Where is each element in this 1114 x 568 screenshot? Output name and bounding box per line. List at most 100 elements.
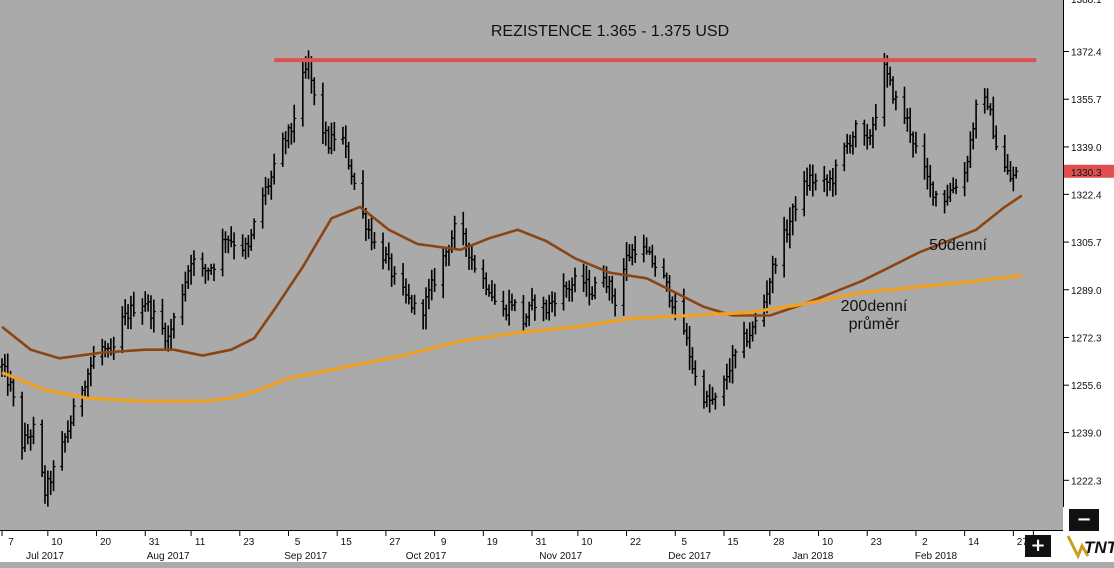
price-bar: [83, 380, 88, 397]
price-bar: [183, 271, 188, 302]
price-bar: [42, 465, 47, 504]
price-bar: [948, 182, 953, 202]
price-bar: [827, 170, 832, 191]
price-bar: [332, 121, 337, 152]
price-bar: [366, 219, 371, 240]
tnt-logo: TNT: [1062, 532, 1114, 560]
x-day-label: 10: [822, 537, 834, 548]
price-bar: [249, 229, 254, 251]
price-bar: [587, 269, 592, 306]
x-day-label: 14: [968, 537, 980, 548]
price-bar: [269, 170, 274, 200]
price-bar: [209, 263, 214, 275]
price-bar: [292, 104, 297, 143]
chart-plot-area[interactable]: REZISTENCE 1.365 - 1.375 USD 50denní 200…: [0, 0, 1063, 530]
price-bar: [22, 422, 27, 452]
price-bar: [888, 66, 893, 86]
price-bar: [607, 275, 612, 301]
zoom-in-button[interactable]: +: [1025, 535, 1051, 557]
price-chart: REZISTENCE 1.365 - 1.375 USD 50denní 200…: [0, 23, 1037, 507]
price-bar: [111, 336, 116, 360]
price-bar: [412, 294, 417, 315]
price-bar: [406, 283, 411, 305]
price-bar: [842, 142, 847, 172]
x-day-label: 22: [630, 537, 642, 548]
price-bar: [873, 104, 878, 131]
price-bar: [733, 348, 738, 369]
price-bar: [807, 164, 812, 191]
y-tick-label: 1222.3: [1071, 476, 1102, 487]
price-bar: [461, 211, 466, 246]
price-axis[interactable]: 1372.4 1355.7 1339.0 1322.4 1305.7 1289.0 1272…: [1063, 0, 1114, 530]
price-bar: [71, 398, 76, 426]
price-bar: [85, 368, 90, 399]
price-bar: [567, 280, 572, 302]
price-bar: [787, 207, 792, 249]
price-bar: [530, 287, 535, 311]
date-axis[interactable]: 710203111235152791931102251528102321427M…: [0, 530, 1063, 562]
price-bar: [1005, 154, 1010, 175]
price-bar: [432, 268, 437, 292]
logo-text: TNT: [1084, 538, 1114, 557]
price-bar: [684, 322, 689, 346]
price-bar: [306, 50, 311, 80]
price-bar: [289, 122, 294, 145]
price-bar: [206, 267, 211, 281]
price-bar: [893, 90, 898, 111]
price-bar: [911, 131, 916, 158]
price-bar: [343, 125, 348, 159]
y-tick-label: 1239.0: [1071, 429, 1102, 440]
x-month-label: Feb 2018: [915, 551, 958, 562]
x-month-label: Jan 2018: [792, 551, 834, 562]
price-bar: [369, 217, 374, 251]
price-bar: [381, 232, 386, 270]
price-bar: [148, 295, 153, 330]
y-tick-label: 1372.4: [1071, 48, 1102, 59]
moving-average-lines: [1, 194, 1023, 403]
price-bar: [573, 267, 577, 293]
price-bar: [593, 276, 598, 300]
price-bar: [805, 167, 810, 196]
price-bar: [868, 129, 873, 146]
price-bar: [283, 131, 288, 155]
price-bar: [372, 232, 377, 249]
price-bar: [401, 263, 406, 296]
price-bar: [945, 184, 950, 206]
price-bar: [386, 242, 391, 271]
annotation-200-day-line1: 200denní: [841, 298, 908, 315]
price-bar: [512, 299, 517, 312]
price-bar: [203, 263, 208, 284]
price-bar: [91, 345, 96, 369]
price-bar: [908, 107, 913, 143]
price-bar: [11, 377, 16, 407]
x-day-label: 9: [441, 537, 447, 548]
x-day-label: 10: [581, 537, 593, 548]
price-bar: [160, 298, 165, 335]
price-bar: [169, 318, 174, 350]
zoom-out-button[interactable]: −: [1069, 509, 1099, 531]
price-bar: [504, 304, 509, 321]
price-bar: [163, 322, 168, 350]
x-day-label: 15: [727, 537, 739, 548]
price-bar: [641, 234, 646, 263]
y-tick-label-top: 1388.1: [1071, 0, 1102, 6]
price-bar: [40, 419, 45, 477]
y-tick-label: 1272.3: [1071, 333, 1102, 344]
price-bar: [922, 133, 927, 180]
price-bar: [120, 306, 125, 354]
annotation-200-day-line2: průměr: [849, 315, 900, 333]
price-bar: [426, 278, 431, 310]
price-bar: [865, 123, 870, 150]
x-month-label: Aug 2017: [147, 551, 190, 562]
price-bar: [701, 369, 706, 409]
price-bar: [128, 295, 133, 330]
price-bar: [1002, 134, 1007, 172]
price-bar: [60, 431, 65, 471]
price-bar: [151, 299, 156, 333]
price-bar: [833, 159, 838, 196]
x-day-label: 5: [681, 537, 687, 548]
price-bar: [68, 415, 73, 439]
x-day-label: 7: [8, 537, 14, 548]
price-bar: [469, 244, 474, 270]
price-bar: [713, 392, 718, 410]
